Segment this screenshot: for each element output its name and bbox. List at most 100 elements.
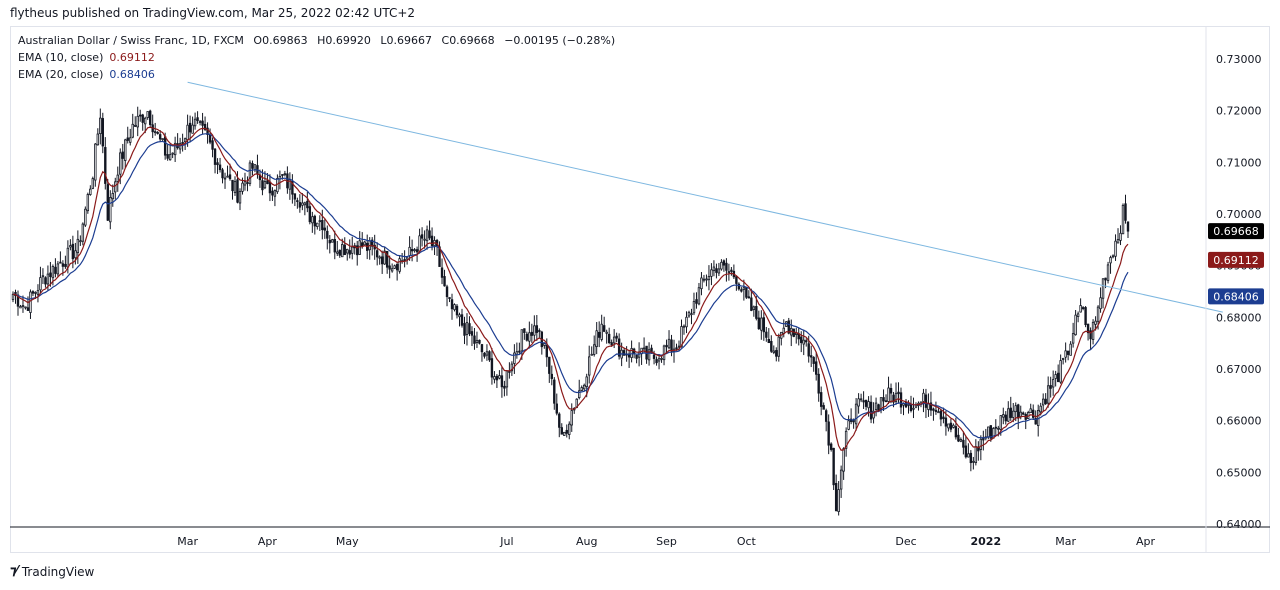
candle-body [1076,313,1080,317]
candle [21,295,25,313]
candle-body [989,425,993,439]
candle [647,342,651,366]
candle [917,401,920,411]
candle [353,242,356,255]
candle [725,258,728,282]
candle [1099,287,1102,313]
candle-body [21,305,25,307]
candle [420,227,424,247]
candle [550,365,553,386]
candle [301,193,304,211]
candle-body [590,353,593,356]
candle [530,323,534,343]
x-tick-label: Dec [895,535,916,548]
candle [418,228,421,254]
candle [273,189,277,207]
candle [79,235,82,246]
candle-body [667,338,671,349]
candle-body [378,256,381,259]
candle-body [897,391,900,395]
candle-body [61,263,65,267]
legend-change: −0.00195 (−0.28%) [504,34,616,47]
candle [313,214,317,235]
candle [837,481,840,516]
candle-body [907,404,910,406]
candle [221,167,224,184]
candle [398,255,401,274]
candle-body [1089,330,1092,340]
legend-ema10-label: EMA (10, close) [18,51,104,64]
legend-ema20[interactable]: EMA (20, close) 0.68406 [18,68,155,81]
candle-body [251,163,254,169]
candle-body [94,143,97,181]
candle [306,191,309,213]
candle-body [595,330,598,347]
candle [1101,278,1105,309]
candle-body [600,323,603,340]
price-badge-ema20: 0.68406 [1208,288,1264,305]
candle [246,176,249,192]
candle-body [428,230,431,239]
candle [952,423,955,429]
candle-body [430,235,434,247]
candle-body [807,343,810,357]
candle [440,258,444,285]
candle [226,165,229,178]
candle [56,261,60,278]
candle [473,327,476,350]
candle [336,240,339,256]
candle-body [101,118,104,147]
footer-branding[interactable]: ⁊⁄ TradingView [10,564,94,579]
candle-body [1101,278,1105,299]
candle [124,138,127,168]
candle [884,394,888,403]
candle [857,393,860,414]
price-badge-close: 0.69668 [1208,223,1264,240]
candle-body [188,122,192,133]
candle [617,333,621,360]
candle [445,284,449,307]
candle-body [872,410,875,419]
candle [707,265,711,291]
candle [635,354,638,364]
legend-ema20-label: EMA (20, close) [18,68,104,81]
candle [480,343,484,362]
candle [253,164,257,173]
candle [81,222,85,246]
candle-body [957,434,960,442]
candle-body [126,137,129,141]
candle [819,386,823,416]
candle [962,431,965,455]
candle-body [1041,398,1045,406]
candle [548,356,551,383]
y-tick-label: 0.64000 [1216,518,1262,531]
candle-body [834,483,838,512]
candle-body [710,269,713,277]
candle [425,225,429,250]
candle-body [543,343,546,346]
candle [400,253,404,264]
candle-body [410,248,414,252]
candle [822,402,825,410]
candle [176,133,179,150]
candle-body [832,447,835,486]
candle-body [458,314,461,318]
legend-ema10[interactable]: EMA (10, close) 0.69112 [18,51,155,64]
candle-body [553,379,556,404]
candle-body [161,138,164,141]
candle [523,328,526,340]
candle-body [248,162,252,184]
candle-body [321,219,324,231]
candle-body [622,350,626,356]
candle [328,235,331,254]
candle-body [844,430,848,449]
candle [181,133,184,152]
candle [685,311,688,334]
candle-body [892,394,895,403]
candle-body [877,404,880,411]
candle-body [308,206,312,223]
candle-body [568,423,571,435]
candle [278,170,282,190]
candle [1114,234,1117,261]
